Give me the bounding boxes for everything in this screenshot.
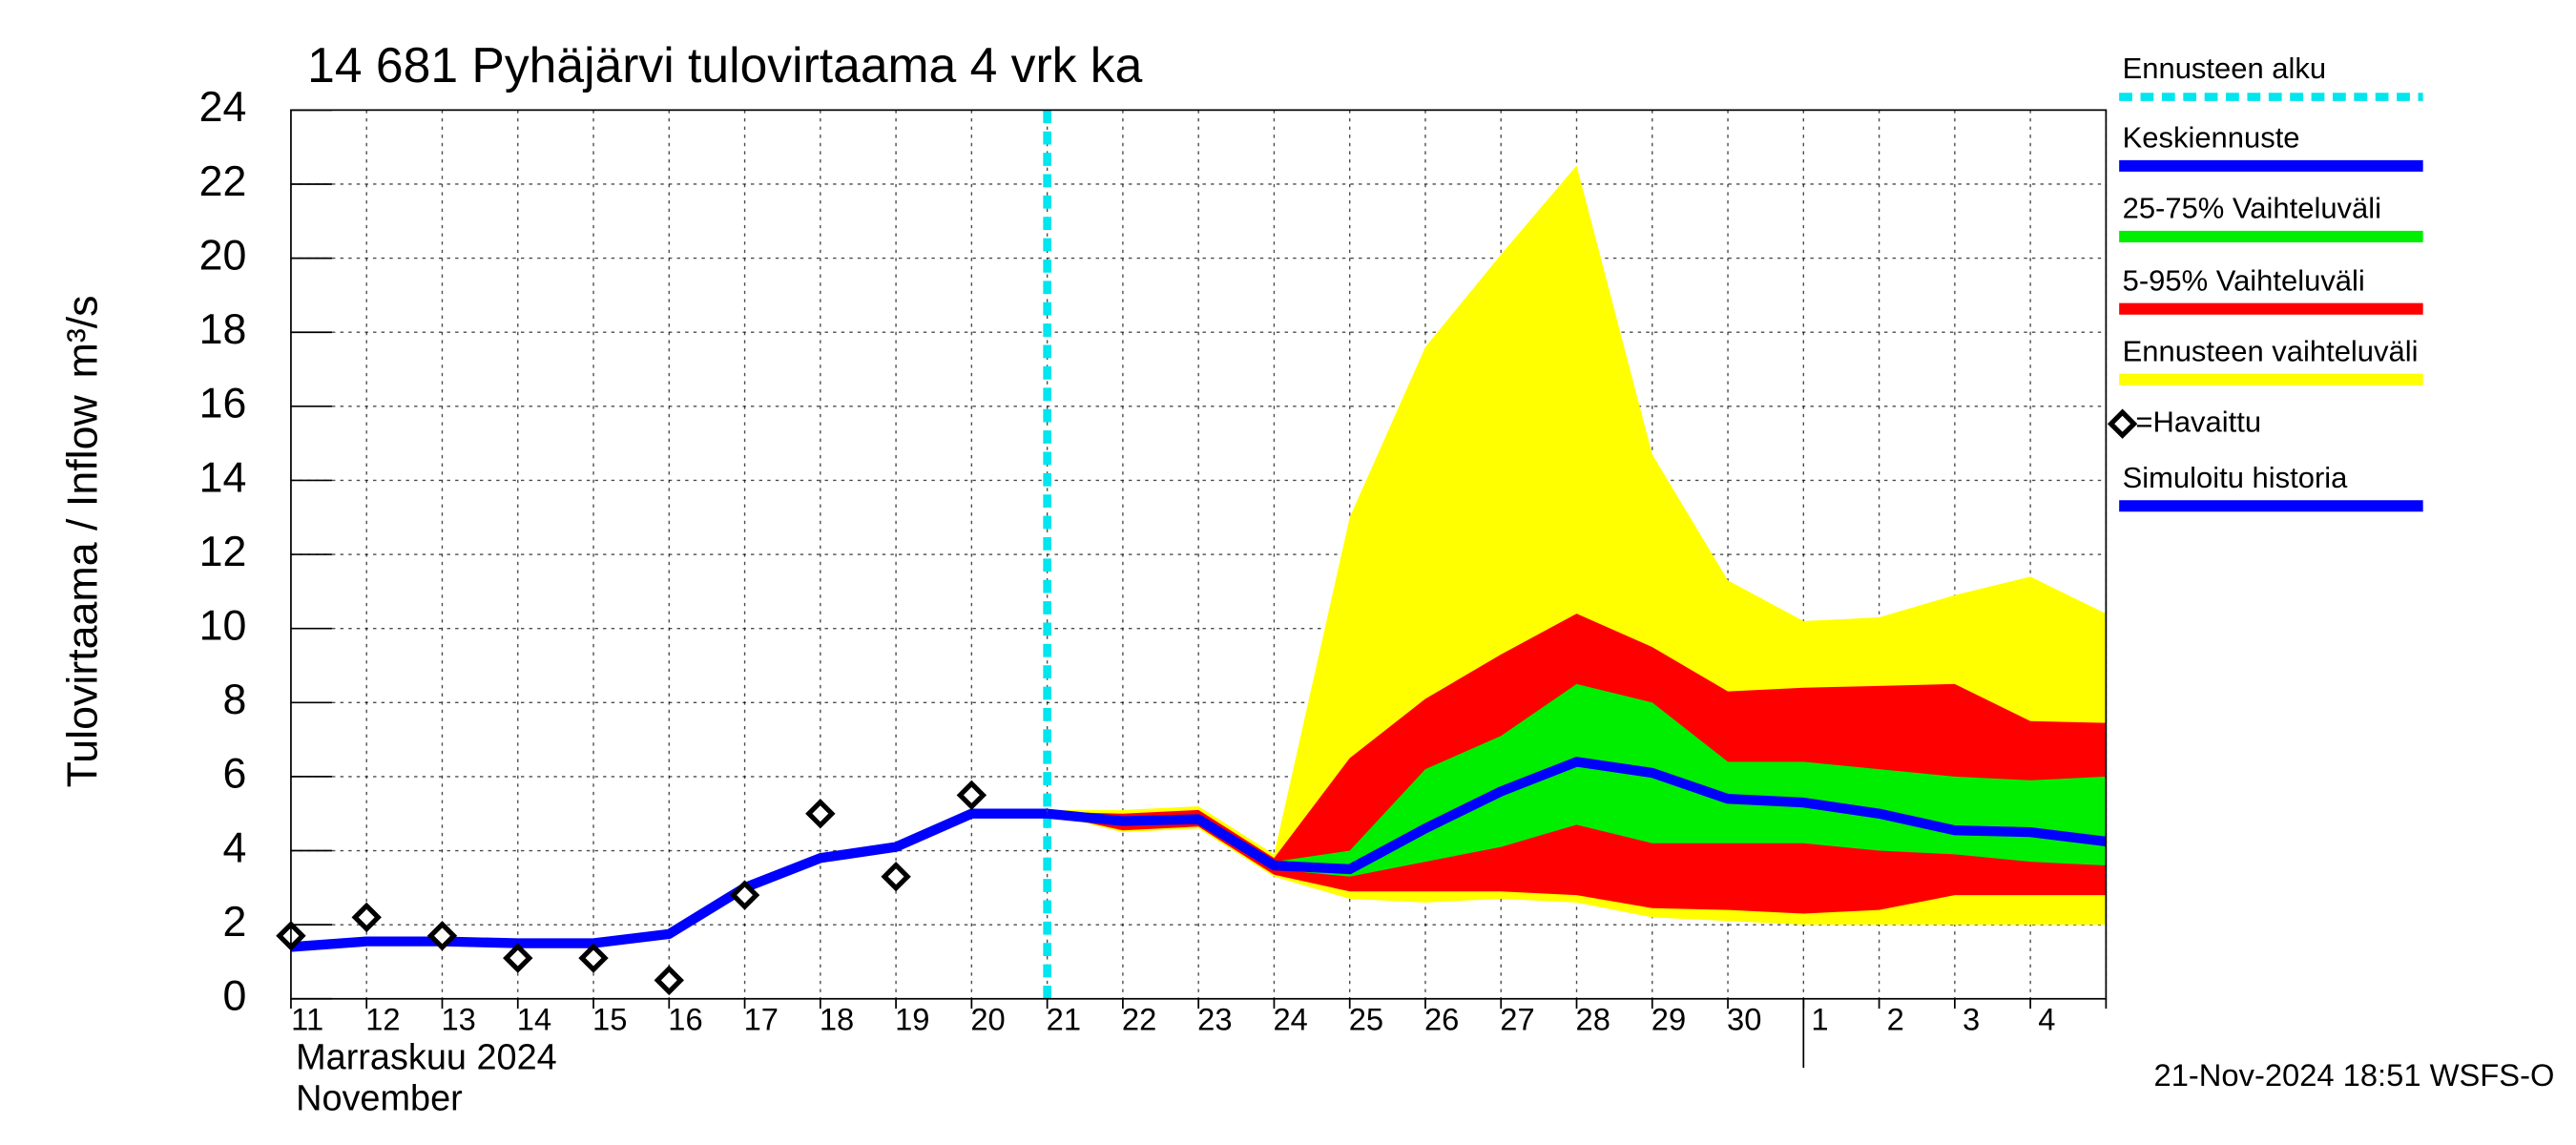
observed-point xyxy=(729,880,760,910)
x-tick-label: 20 xyxy=(970,1002,1005,1037)
line xyxy=(1047,757,2108,875)
y-tick-label: 20 xyxy=(199,231,247,279)
x-tick-label: 4 xyxy=(2038,1002,2055,1037)
observed-point xyxy=(578,943,609,973)
legend-symbol xyxy=(2107,408,2138,439)
y-tick-label: 22 xyxy=(199,157,247,205)
legend-label: 25-75% Vaihteluväli xyxy=(2123,192,2381,225)
x-tick-label: 25 xyxy=(1349,1002,1383,1037)
y-tick-label: 8 xyxy=(223,676,247,723)
legend-label: Keskiennuste xyxy=(2123,121,2300,155)
line xyxy=(290,808,1048,952)
legend-label: Ennusteen alku xyxy=(2123,52,2327,85)
observed-point xyxy=(881,861,911,892)
y-tick-label: 10 xyxy=(199,602,247,650)
x-tick-label: 12 xyxy=(365,1002,400,1037)
observed-point xyxy=(426,921,458,951)
y-axis-unit: m³/s xyxy=(59,295,107,378)
legend-label: Ennusteen vaihteluväli xyxy=(2123,334,2419,367)
observed-point xyxy=(351,902,382,933)
y-tick-label: 0 xyxy=(223,972,247,1020)
x-tick-label: 14 xyxy=(517,1002,551,1037)
observed-point xyxy=(654,965,684,996)
x-tick-label: 22 xyxy=(1122,1002,1156,1037)
legend: Ennusteen alku Keskiennuste 25-75% Vaihtel… xyxy=(2107,52,2423,512)
x-tick-label: 2 xyxy=(1887,1002,1904,1037)
x-tick-label: 27 xyxy=(1500,1002,1534,1037)
legend-label: =Havaittu xyxy=(2135,405,2261,438)
y-tick-label: 6 xyxy=(223,750,247,798)
x-tick-label: 24 xyxy=(1273,1002,1307,1037)
x-tick-label: 30 xyxy=(1727,1002,1761,1037)
y-tick-label: 24 xyxy=(199,83,247,131)
x-tick-label: 29 xyxy=(1652,1002,1686,1037)
x-tick-label: 15 xyxy=(592,1002,627,1037)
chart-title: 14 681 Pyhäjärvi tulovirtaama 4 vrk ka xyxy=(307,37,1142,93)
band xyxy=(1047,683,2107,877)
y-tick-label: 18 xyxy=(199,305,247,353)
observed-point xyxy=(503,943,533,973)
y-tick-label: 12 xyxy=(199,528,247,575)
y-tick-label: 16 xyxy=(199,380,247,427)
y-tick-label: 4 xyxy=(223,823,247,871)
x-tick-label: 21 xyxy=(1047,1002,1081,1037)
x-tick-label: 3 xyxy=(1963,1002,1980,1037)
y-axis-label: Tulovirtaama / Inflow xyxy=(59,395,107,788)
x-tick-label: 1 xyxy=(1811,1002,1828,1037)
x-tick-label: 13 xyxy=(442,1002,476,1037)
x-tick-label: 23 xyxy=(1197,1002,1232,1037)
x-tick-label: 17 xyxy=(744,1002,779,1037)
x-tick-label: 18 xyxy=(820,1002,854,1037)
x-tick-label: 26 xyxy=(1424,1002,1459,1037)
x-tick-label: 11 xyxy=(291,1002,323,1037)
legend-label: 5-95% Vaihteluväli xyxy=(2123,263,2365,297)
legend-label: Simuloitu historia xyxy=(2123,461,2349,494)
observed-point xyxy=(956,780,987,811)
plot-frame xyxy=(290,109,2108,1000)
x-axis-label: November xyxy=(296,1079,463,1119)
observed-point xyxy=(805,799,836,829)
x-tick-label: 28 xyxy=(1576,1002,1610,1037)
footer: 21-Nov-2024 18:51 WSFS-O xyxy=(2154,1057,2555,1093)
y-tick-label: 2 xyxy=(223,898,247,946)
x-tick-label: 16 xyxy=(668,1002,702,1037)
x-tick-label: 19 xyxy=(895,1002,929,1037)
y-tick-label: 14 xyxy=(199,453,247,501)
x-axis-label: Marraskuu 2024 xyxy=(296,1037,557,1077)
